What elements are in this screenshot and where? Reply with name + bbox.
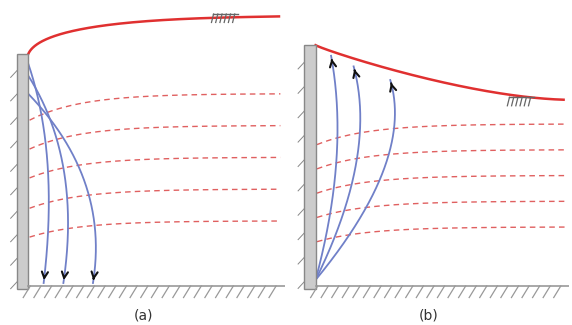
Text: (a): (a): [134, 309, 153, 323]
Bar: [17, 54, 28, 289]
Text: (b): (b): [419, 309, 438, 323]
Bar: [304, 45, 316, 289]
